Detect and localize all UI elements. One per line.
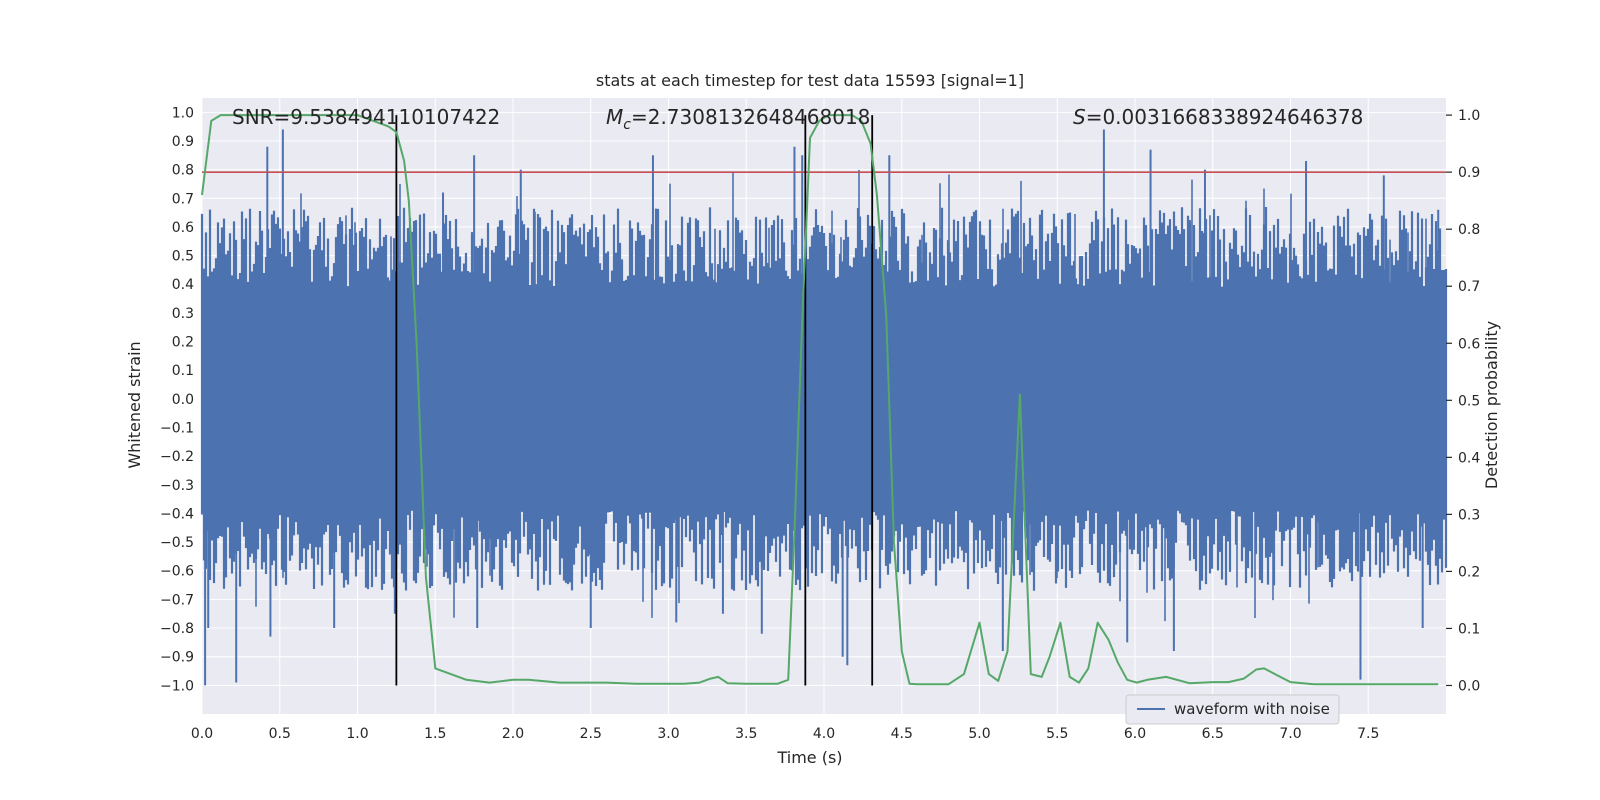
left-y-tick-label: −0.4 — [160, 506, 194, 522]
x-tick-label: 0.0 — [191, 726, 213, 742]
right-y-axis-label: Detection probability — [1482, 321, 1501, 489]
left-y-tick-label: 0.0 — [172, 392, 194, 408]
chirp-mass-value: =2.7308132648468018 — [631, 105, 870, 129]
right-y-tick-label: 0.1 — [1458, 621, 1480, 637]
s-symbol: S — [1073, 105, 1086, 129]
left-y-tick-label: 0.2 — [172, 335, 194, 351]
x-tick-label: 5.0 — [968, 726, 990, 742]
detection-probability-line — [201, 114, 1439, 686]
left-y-tick-label: 0.1 — [172, 363, 194, 379]
left-y-axis-label: Whitened strain — [125, 341, 144, 468]
left-y-tick-label: −1.0 — [160, 678, 194, 694]
x-tick-label: 4.0 — [813, 726, 835, 742]
right-y-tick-label: 0.9 — [1458, 165, 1480, 181]
x-tick-label: 1.5 — [424, 726, 446, 742]
x-tick-label: 0.5 — [269, 726, 291, 742]
x-tick-label: 6.0 — [1124, 726, 1146, 742]
right-y-tick-label: 0.7 — [1458, 279, 1480, 295]
right-y-axis-ticks: 1.0 0.9 0.8 0.7 0.6 0.5 0.4 0.3 0.2 0.1 0.0 — [1446, 108, 1480, 694]
right-y-tick-label: 1.0 — [1458, 108, 1480, 124]
x-axis-label: Time (s) — [776, 748, 842, 767]
vertical-markers — [395, 115, 874, 686]
right-y-tick-label: 0.0 — [1458, 678, 1480, 694]
left-y-tick-label: −0.7 — [160, 592, 194, 608]
left-y-tick-label: −0.9 — [160, 650, 194, 666]
s-value: =0.0031668338924646378 — [1086, 105, 1364, 129]
x-tick-label: 7.5 — [1357, 726, 1379, 742]
left-y-axis-ticks: 1.0 0.9 0.8 0.7 0.6 0.5 0.4 0.3 0.2 0.1 0.0 −0.1 −0.… — [160, 105, 194, 694]
left-y-tick-label: 0.3 — [172, 306, 194, 322]
x-tick-label: 6.5 — [1202, 726, 1224, 742]
left-y-tick-label: −0.3 — [160, 478, 194, 494]
x-tick-label: 1.0 — [346, 726, 368, 742]
left-y-tick-label: 1.0 — [172, 105, 194, 121]
chirp-mass-subscript: c — [623, 117, 631, 133]
x-tick-label: 7.0 — [1279, 726, 1301, 742]
right-y-tick-label: 0.2 — [1458, 564, 1480, 580]
right-y-tick-label: 0.8 — [1458, 222, 1480, 238]
legend-label: waveform with noise — [1174, 700, 1330, 718]
right-y-tick-label: 0.5 — [1458, 393, 1480, 409]
left-y-tick-label: 0.7 — [172, 191, 194, 207]
x-tick-label: 2.0 — [502, 726, 524, 742]
chart-title: stats at each timestep for test data 155… — [596, 71, 1024, 90]
x-tick-label: 4.5 — [891, 726, 913, 742]
left-y-tick-label: −0.5 — [160, 535, 194, 551]
left-y-tick-label: −0.8 — [160, 621, 194, 637]
s-annotation: S=0.0031668338924646378 — [1073, 105, 1363, 129]
snr-annotation: SNR=9.538494110107422 — [232, 105, 500, 129]
left-y-tick-label: 0.5 — [172, 249, 194, 265]
right-y-tick-label: 0.4 — [1458, 450, 1480, 466]
right-y-tick-label: 0.6 — [1458, 336, 1480, 352]
detection-probability-series — [201, 114, 1439, 686]
chirp-mass-annotation: Mc=2.7308132648468018 — [606, 105, 870, 133]
left-y-tick-label: 0.9 — [172, 134, 194, 150]
left-y-tick-label: −0.1 — [160, 420, 194, 436]
left-y-tick-label: 0.8 — [172, 163, 194, 179]
x-tick-label: 3.5 — [735, 726, 757, 742]
left-y-tick-label: 0.6 — [172, 220, 194, 236]
legend: waveform with noise — [1125, 694, 1340, 725]
left-y-tick-label: 0.4 — [172, 277, 194, 293]
x-tick-label: 5.5 — [1046, 726, 1068, 742]
chirp-mass-symbol: M — [606, 105, 623, 129]
x-tick-label: 3.0 — [657, 726, 679, 742]
left-y-tick-label: −0.6 — [160, 564, 194, 580]
x-tick-label: 2.5 — [580, 726, 602, 742]
legend-box — [1125, 694, 1340, 725]
x-axis-ticks: 0.0 0.5 1.0 1.5 2.0 2.5 3.0 3.5 4.0 4.5 5.0 5.5 6.0 6… — [191, 726, 1380, 742]
left-y-tick-label: −0.2 — [160, 449, 194, 465]
right-y-tick-label: 0.3 — [1458, 507, 1480, 523]
